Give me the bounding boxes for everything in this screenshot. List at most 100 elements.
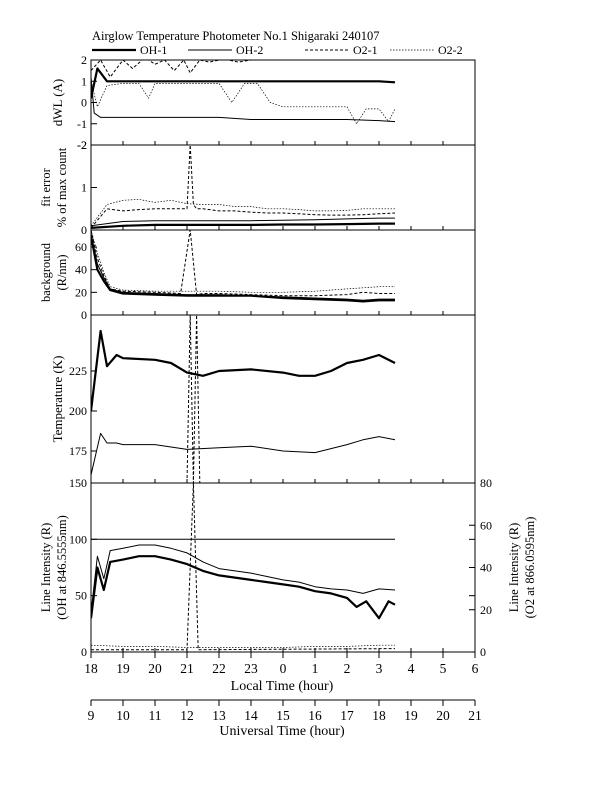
- universal-time-axis-label: Universal Time (hour): [219, 724, 345, 739]
- panel-frame: [90, 482, 476, 653]
- series-line-o2-1: [91, 60, 299, 78]
- series-group: [91, 230, 395, 303]
- series-line-o2-2: [91, 644, 395, 648]
- y-tick-label-right: 80: [480, 476, 492, 490]
- local-time-tick-label: 6: [472, 661, 479, 676]
- panel-temperature: 175 200 225 Temperature (K): [50, 314, 476, 484]
- y-tick-label: 225: [69, 364, 87, 378]
- y-axis-label-sub: (OH at 846.5555nm): [55, 515, 69, 620]
- local-time-tick-label: 3: [376, 661, 383, 676]
- y-axis-label: Temperature (K): [50, 356, 65, 443]
- local-time-tick-label: 0: [280, 661, 287, 676]
- series-line-oh-1: [91, 329, 396, 412]
- y-axis-label: background: [39, 242, 53, 302]
- universal-time-tick-label: 21: [468, 708, 482, 723]
- y-tick-label: 50: [75, 589, 87, 603]
- universal-time-tick-label: 11: [149, 708, 162, 723]
- y-tick-label: 100: [69, 532, 87, 546]
- y-tick-label: 20: [75, 285, 87, 299]
- panel-frame: [90, 59, 476, 146]
- panel-fit-error: 0 1 -2 fit error% of max count: [39, 138, 476, 237]
- universal-time-tick-label: 18: [372, 708, 386, 723]
- y-tick-label: 60: [75, 240, 87, 254]
- local-time-tick-label: 22: [212, 661, 226, 676]
- series-line-oh-2: [91, 432, 396, 476]
- y-tick-label: -2: [77, 138, 87, 152]
- series-line-oh-2: [91, 233, 395, 301]
- series-group: [91, 60, 396, 125]
- universal-time-tick-label: 14: [244, 708, 258, 723]
- legend-label-oh-2: OH-2: [236, 43, 263, 57]
- panel-frame: [90, 144, 476, 231]
- series-line-o2-2: [91, 81, 396, 125]
- y-tick-label: 0: [81, 645, 87, 659]
- series-line-o2-1: [91, 145, 396, 229]
- local-time-tick-label: 5: [440, 661, 447, 676]
- universal-time-tick-label: 17: [340, 708, 354, 723]
- y-tick-label: 175: [69, 444, 87, 458]
- panel-dwl: -2 -1 0 1 2 dWL (A): [50, 53, 476, 152]
- universal-time-tick-label: 13: [212, 708, 226, 723]
- panel-frame: [90, 314, 476, 484]
- universal-time-tick-label: 12: [180, 708, 194, 723]
- local-time-tick-label: 21: [180, 661, 194, 676]
- y-tick-label: 1: [81, 181, 87, 195]
- universal-time-tick-label: 20: [436, 708, 450, 723]
- y-tick-label: 0: [81, 223, 87, 237]
- local-time-tick-label: 23: [244, 661, 258, 676]
- universal-time-tick-label: 19: [404, 708, 418, 723]
- y-tick-label: -2: [77, 138, 87, 152]
- universal-time-tick-label: 15: [276, 708, 290, 723]
- y-tick-label-right: 60: [480, 518, 492, 532]
- series-line-oh-1: [91, 555, 396, 620]
- y-tick-label: 1: [81, 74, 87, 88]
- local-time-tick-label: 2: [344, 661, 351, 676]
- legend: OH-1 OH-2 O2-1 O2-2: [92, 43, 463, 57]
- series-group: [91, 145, 396, 229]
- y-axis-label-sub: % of max count: [55, 147, 69, 227]
- series-line-o2-1: [186, 315, 201, 483]
- y-axis-label: Line Intensity (R): [39, 523, 53, 613]
- y-tick-label: 2: [81, 53, 87, 67]
- panel-frame: [90, 229, 476, 316]
- series-line-o2-2: [91, 199, 395, 227]
- universal-time-tick-label: 16: [308, 708, 322, 723]
- series-group: [91, 483, 396, 651]
- local-time-tick-label: 20: [148, 661, 162, 676]
- y-tick-label-right: 0: [480, 645, 486, 659]
- y-tick-label: 0: [81, 308, 87, 322]
- y-tick-label: 200: [69, 404, 87, 418]
- y-axis-label: fit error: [39, 167, 53, 206]
- universal-time-tick-label: 10: [116, 708, 130, 723]
- y-tick-label: 40: [75, 263, 87, 277]
- series-line-oh-2: [91, 217, 395, 227]
- universal-time-tick-label: 9: [88, 708, 95, 723]
- series-line-oh-2: [91, 76, 396, 123]
- series-line-o2-1: [91, 483, 396, 651]
- y-axis-label: dWL (A): [50, 79, 65, 127]
- legend-label-oh-1: OH-1: [140, 43, 167, 57]
- series-line-oh-1: [91, 235, 395, 303]
- series-line-o2-1: [91, 230, 395, 297]
- local-time-tick-label: 4: [408, 661, 415, 676]
- y-axis-label-right-sub: (O2 at 866.0595nm): [523, 517, 537, 619]
- y-tick-label-right: 20: [480, 603, 492, 617]
- local-time-axis-label: Local Time (hour): [231, 679, 334, 694]
- y-tick-label-right: 40: [480, 561, 492, 575]
- y-axis-label-right: Line Intensity (R): [507, 523, 521, 613]
- y-tick-label: -1: [77, 117, 87, 131]
- local-time-tick-label: 19: [116, 661, 130, 676]
- legend-label-o2-1: O2-1: [353, 43, 378, 57]
- y-axis-label-sub: (R/nm): [55, 254, 69, 290]
- chart-title: Airglow Temperature Photometer No.1 Shig…: [92, 29, 380, 43]
- panel-background: 0 20 40 60 background (R/nm): [39, 229, 476, 322]
- legend-label-o2-2: O2-2: [438, 43, 463, 57]
- local-time-tick-label: 1: [312, 661, 319, 676]
- series-line-o2-2: [91, 230, 395, 293]
- series-group: [91, 315, 396, 483]
- axes: 18 19 20 21 22 23 0 1 2 3 4 5 69 10 11 12 13 14 15 16 17 18 19…: [84, 651, 482, 723]
- local-time-tick-label: 18: [84, 661, 98, 676]
- series-line-oh-1: [91, 222, 395, 229]
